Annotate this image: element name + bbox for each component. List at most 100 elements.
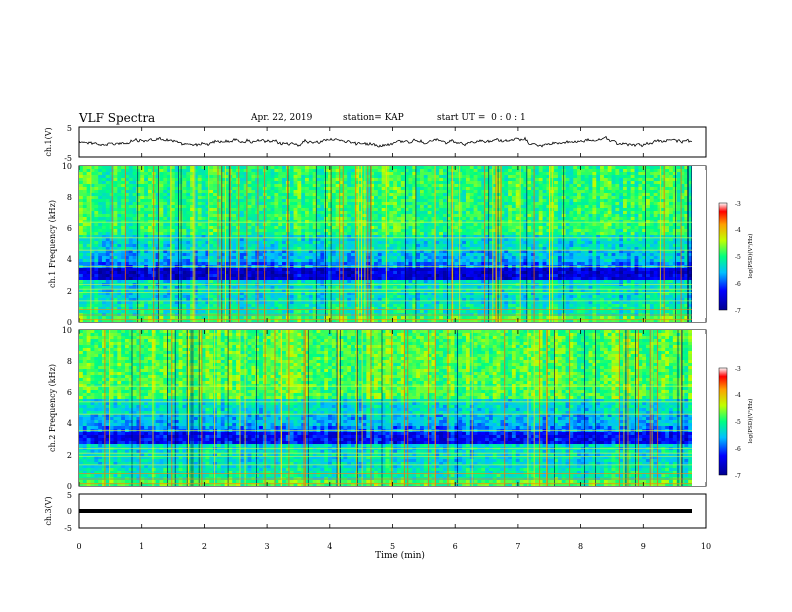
spectrogram-cell: [531, 166, 536, 170]
spectrogram-cell: [163, 178, 168, 182]
spectrogram-cell: [358, 232, 363, 236]
spectrogram-cell: [328, 241, 333, 245]
spectrogram-cell: [324, 214, 329, 218]
spectrogram-cell: [205, 241, 210, 245]
spectrogram-cell: [485, 172, 490, 176]
spectrogram-cell: [193, 172, 199, 176]
spectrogram-cell: [638, 172, 643, 176]
spectrogram-cell: [186, 205, 191, 209]
spectrogram-cell: [289, 214, 294, 218]
spectrogram-cell: [105, 208, 111, 212]
spectrogram-cell: [224, 223, 229, 227]
spectrogram-cell: [462, 166, 467, 170]
spectrogram-cell: [462, 223, 467, 227]
spectrogram-cell: [419, 184, 425, 188]
spectrogram-cell: [174, 187, 180, 191]
spectrogram-cell: [213, 256, 218, 260]
spectrogram-cell: [630, 184, 635, 188]
spectrogram-cell: [615, 238, 620, 242]
spectrogram-cell: [366, 232, 371, 236]
spectrogram-cell: [312, 166, 317, 170]
spectrogram-cell: [657, 214, 662, 218]
spectrogram-cell: [82, 232, 88, 236]
spectrogram-cell: [465, 214, 471, 218]
spectrogram-cell: [274, 172, 279, 176]
spectrogram-cell: [270, 196, 275, 200]
spectrogram-cell: [412, 223, 417, 227]
spectrogram-cell: [435, 199, 440, 203]
spectrogram-cell: [600, 208, 605, 212]
spectrogram-cell: [243, 187, 248, 191]
spectrogram-cell: [101, 232, 107, 236]
spectrogram-cell: [611, 172, 616, 176]
spectrogram-cell: [331, 235, 337, 239]
spectrogram-cell: [500, 253, 505, 257]
spectrogram-cell: [155, 238, 160, 242]
spectrogram-cell: [278, 235, 283, 239]
spectrogram-cell: [105, 220, 111, 224]
spectrogram-cell: [580, 196, 586, 200]
spectrogram-cell: [347, 229, 352, 233]
spectrogram-cell: [270, 250, 275, 254]
spectrogram-cell: [147, 214, 153, 218]
spectrogram-cell: [128, 193, 134, 197]
spectrogram-cell: [393, 205, 398, 209]
spectrogram-cell: [688, 187, 693, 191]
spectrogram-cell: [531, 226, 536, 230]
spectrogram-cell: [98, 232, 103, 236]
spectrogram-cell: [140, 217, 145, 221]
spectrogram-cell: [554, 211, 559, 215]
spectrogram-cell: [676, 211, 681, 215]
spectrogram-cell: [347, 241, 352, 245]
spectrogram-cell: [170, 253, 176, 257]
spectrogram-cell: [419, 199, 425, 203]
spectrogram-cell: [630, 175, 635, 179]
spectrogram-cell: [653, 241, 658, 245]
spectrogram-cell: [607, 241, 612, 245]
spectrogram-cell: [511, 184, 517, 188]
spectrogram-cell: [592, 184, 597, 188]
spectrogram-cell: [508, 166, 513, 170]
spectrogram-cell: [370, 169, 375, 173]
spectrogram-cell: [412, 244, 417, 248]
spectrogram-cell: [496, 187, 501, 191]
spectrogram-cell: [182, 226, 187, 230]
spectrogram-cell: [427, 238, 432, 242]
spectrogram-cell: [649, 202, 655, 206]
spectrogram-cell: [216, 226, 222, 230]
spectrogram-cell: [416, 166, 421, 170]
spectrogram-cell: [607, 211, 612, 215]
spectrogram-cell: [554, 172, 559, 176]
spectrogram-cell: [159, 202, 164, 206]
spectrogram-cell: [592, 208, 597, 212]
spectrogram-cell: [193, 223, 199, 227]
spectrogram-cell: [86, 193, 91, 197]
spectrogram-cell: [500, 232, 505, 236]
spectrogram-cell: [259, 196, 264, 200]
spectrogram-cell: [630, 205, 635, 209]
spectrogram-cell: [577, 202, 582, 206]
spectrogram-cell: [366, 166, 371, 170]
spectrogram-cell: [243, 196, 248, 200]
spectrogram-cell: [565, 253, 570, 257]
spectrogram-cell: [324, 244, 329, 248]
spectrogram-cell: [351, 187, 356, 191]
spectrogram-cell: [396, 196, 402, 200]
spectrogram-cell: [473, 229, 478, 233]
ch1-waveform-panel: 5 -5 ch.1(V): [44, 124, 707, 163]
spectrogram-cell: [611, 175, 616, 179]
spectrogram-cell: [642, 229, 647, 233]
spectrogram-cell: [527, 175, 532, 179]
spectrogram-cell: [144, 226, 149, 230]
spectrogram-cell: [117, 178, 122, 182]
spectrogram-cell: [82, 196, 88, 200]
spectrogram-cell: [688, 223, 693, 227]
spectrogram-cell: [519, 244, 524, 248]
spectrogram-cell: [412, 220, 417, 224]
spectrogram-cell: [619, 253, 624, 257]
spectrogram-cell: [519, 187, 524, 191]
spectrogram-cell: [661, 178, 666, 182]
spectrogram-cell: [653, 214, 658, 218]
spectrogram-cell: [672, 220, 678, 224]
spectrogram-cell: [136, 193, 141, 197]
